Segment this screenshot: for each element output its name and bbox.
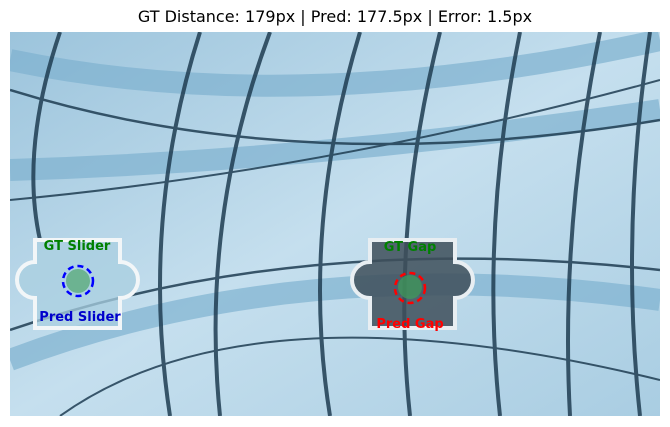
pred-slider-label: Pred Slider — [39, 310, 121, 325]
title: GT Distance: 179px | Pred: 177.5px | Err… — [138, 7, 532, 26]
captcha-image — [10, 32, 660, 416]
gt-slider-label: GT Slider — [44, 239, 111, 254]
gt-gap-marker — [398, 275, 422, 299]
pred-slider-marker — [61, 264, 95, 298]
pred-gap-marker — [393, 271, 427, 305]
gt-slider-marker — [66, 269, 90, 293]
pred-gap-label: Pred Gap — [376, 317, 443, 332]
gt-gap-label: GT Gap — [384, 240, 437, 255]
